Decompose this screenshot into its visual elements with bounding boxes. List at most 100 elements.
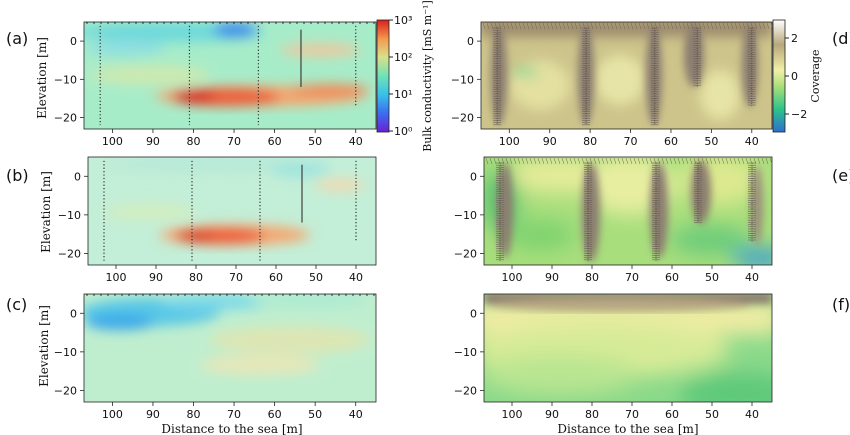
surface-electrode [226,22,228,24]
xtick-label: 60 [268,408,282,421]
surface-electrode [219,22,221,24]
surface-electrode [303,22,305,24]
ytick-label: −10 [451,73,474,86]
xtick-label: 40 [349,271,363,284]
colorbar-coverage-bar [772,19,786,133]
surface-electrode [184,294,186,296]
panel-c: (c) 0 −10 −20 100 90 80 70 60 50 40 Elevation [m… [6,293,377,435]
xtick-label: 90 [545,408,559,421]
surface-electrode [338,294,340,296]
borehole-coverage-hatch [582,27,591,126]
surface-electrode [198,294,200,296]
xtick-label: 80 [187,408,201,421]
surface-electrode [282,22,284,24]
surface-electrode [191,294,193,296]
ytick-label: −10 [54,346,77,359]
surface-electrode [359,22,361,24]
xtick-label: 60 [665,408,679,421]
ylabel-c: Elevation [m] [37,305,51,387]
surface-electrode [107,294,109,296]
borehole-coverage-hatch [694,162,702,223]
surface-electrode [247,294,249,296]
ytick-label: 0 [470,307,477,320]
xtick-label: 60 [268,135,282,148]
panel-e-tag: (e) [832,166,850,185]
xtick-label: 80 [187,135,201,148]
surface-electrode [142,294,144,296]
surface-electrode [261,22,263,24]
xtick-label: 70 [624,135,638,148]
surface-electrode [275,294,277,296]
surface-electrode [156,294,158,296]
surface-electrode [219,294,221,296]
surface-electrode [352,22,354,24]
surface-electrode [240,294,242,296]
xtick-label: 100 [499,135,520,148]
panel-a-tag: (a) [6,29,28,48]
ylabel-a: Elevation [m] [35,37,49,119]
panel-e-heatmap [484,157,772,265]
surface-electrode [254,22,256,24]
ytick-label: 0 [467,35,474,48]
borehole-coverage-hatch [650,27,659,126]
panel-f-heatmap [484,294,772,402]
surface-electrode [331,294,333,296]
ytick-label: −20 [454,384,477,397]
surface-coverage-hatch [485,157,773,165]
surface-electrode [163,22,165,24]
ytick-label: −20 [54,112,77,125]
xlabel-f: Distance to the sea [m] [557,422,698,435]
surface-electrode [296,294,298,296]
surface-electrode [170,294,172,296]
panel-b: (b) 0 −10 −20 100 90 80 70 60 50 40 Elevation [m… [6,156,377,284]
panel-a: (a) 0 −10 −20 100 90 80 70 60 50 40 Elevation [m… [6,21,377,148]
surface-electrode [163,294,165,296]
surface-electrode [93,22,95,24]
ytick-label: 0 [74,170,81,183]
surface-electrode [233,294,235,296]
surface-electrode [93,294,95,296]
surface-electrode [359,294,361,296]
surface-electrode [128,22,130,24]
xtick-label: 40 [745,408,759,421]
surface-electrode [205,294,207,296]
borehole-coverage-hatch [748,162,756,242]
surface-electrode [128,294,130,296]
surface-electrode [296,22,298,24]
xtick-label: 50 [705,408,719,421]
surface-electrode [317,294,319,296]
surface-electrode [303,294,305,296]
xtick-label: 80 [189,271,203,284]
ytick-label: −10 [454,346,477,359]
surface-electrode [149,22,151,24]
ytick-label: −20 [451,112,474,125]
cbar-cond-tick-1: 10² [394,51,412,64]
xtick-label: 90 [146,408,160,421]
surface-electrode [121,294,123,296]
ytick-label: −20 [454,247,477,260]
ytick-label: −10 [54,73,77,86]
cbar-cov-tick-1: 0 [791,70,798,83]
xtick-label: 100 [502,408,523,421]
xtick-label: 60 [269,271,283,284]
surface-electrode [86,294,88,296]
colorbar-conductivity-bar [376,19,390,133]
colorbar-conductivity: 10³ 10² 10¹ 10⁰ Bulk conductivity [mS m⁻… [376,0,434,152]
surface-electrode [177,22,179,24]
xtick-label: 70 [227,135,241,148]
cbar-cov-tick-2: −2 [791,108,807,121]
panel-d-heatmap [481,22,772,129]
surface-electrode [373,22,375,24]
xtick-label: 60 [664,135,678,148]
xtick-label: 40 [745,135,759,148]
surface-electrode [373,294,375,296]
surface-electrode [366,22,368,24]
surface-electrode [268,22,270,24]
surface-electrode [352,294,354,296]
ytick-label: 0 [470,170,477,183]
surface-electrode [191,22,193,24]
panel-c-heatmap [84,294,376,402]
ytick-label: −10 [454,209,477,222]
